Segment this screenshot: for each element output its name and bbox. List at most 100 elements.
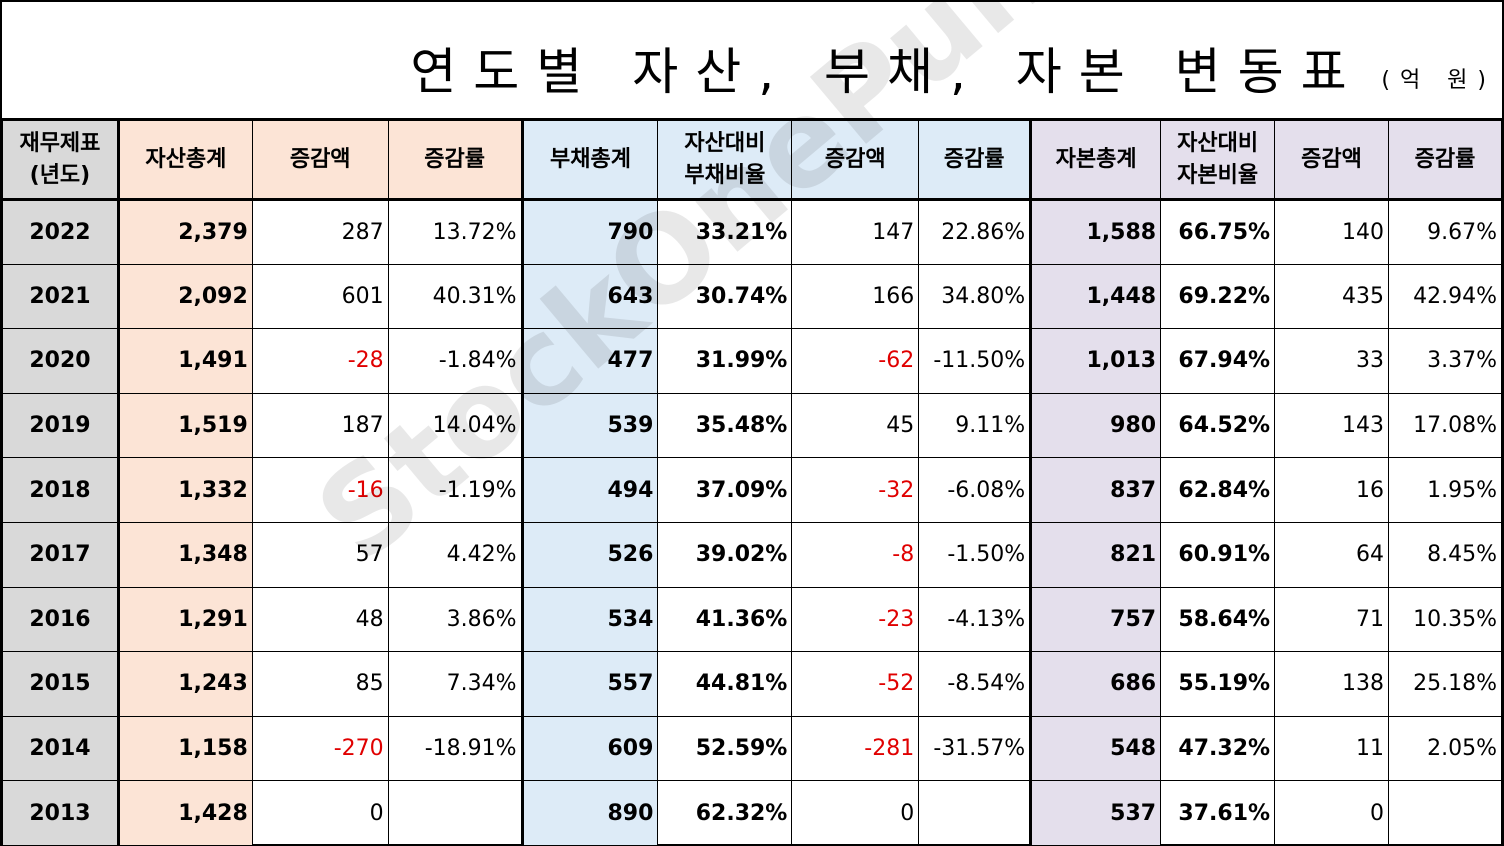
cell-asset-rate: 3.86% — [387, 586, 524, 653]
cell-year: 2018 — [2, 457, 120, 523]
cell-asset-change: 187 — [251, 392, 389, 459]
header-assets: 자산총계 — [117, 120, 253, 201]
cell-liabilities: 557 — [521, 651, 659, 717]
cell-equity-rate — [1387, 780, 1503, 846]
cell-equity-ratio: 55.19% — [1160, 651, 1276, 717]
cell-equity-ratio: 66.75% — [1160, 199, 1276, 265]
cell-liab-ratio: 62.32% — [657, 780, 793, 846]
cell-equity: 686 — [1030, 651, 1162, 717]
cell-equity-change: 0 — [1274, 780, 1389, 846]
cell-equity-rate: 3.37% — [1387, 328, 1503, 394]
cell-equity-ratio: 60.91% — [1160, 521, 1276, 588]
cell-liab-change: -32 — [791, 457, 920, 523]
cell-liab-change: -23 — [791, 586, 920, 653]
header-liab-rate: 증감률 — [918, 120, 1033, 201]
cell-liab-change: 166 — [791, 263, 920, 330]
cell-asset-change: 57 — [251, 521, 389, 588]
cell-year: 2014 — [2, 715, 120, 782]
cell-liabilities: 477 — [521, 328, 659, 394]
cell-asset-rate: -1.19% — [387, 457, 524, 523]
cell-equity-ratio: 58.64% — [1160, 586, 1276, 653]
cell-equity: 821 — [1030, 521, 1162, 588]
cell-asset-rate: 4.42% — [387, 521, 524, 588]
cell-equity-rate: 17.08% — [1387, 392, 1503, 459]
cell-equity-ratio: 37.61% — [1160, 780, 1276, 846]
cell-liab-ratio: 52.59% — [657, 715, 793, 782]
header-asset-change: 증감액 — [251, 120, 389, 201]
cell-equity-ratio: 47.32% — [1160, 715, 1276, 782]
cell-equity: 537 — [1030, 780, 1162, 846]
cell-liab-rate: -8.54% — [918, 651, 1033, 717]
cell-liab-change: 147 — [791, 199, 920, 265]
table-body: 2022 2,379 287 13.72% 790 33.21% 147 22.86% 1,58… — [2, 199, 1503, 846]
cell-liab-rate: -4.13% — [918, 586, 1033, 653]
cell-assets: 1,428 — [117, 780, 253, 846]
cell-equity-change: 11 — [1274, 715, 1389, 782]
balance-table: 재무제표 (년도) 자산총계 증감액 증감률 부채총계 자산대비 부채비율 증감… — [2, 120, 1503, 846]
header-liabilities: 부채총계 — [521, 120, 659, 201]
cell-equity-ratio: 69.22% — [1160, 263, 1276, 330]
cell-assets: 1,519 — [117, 392, 253, 459]
cell-equity: 548 — [1030, 715, 1162, 782]
cell-liab-rate: -11.50% — [918, 328, 1033, 394]
cell-equity-change: 64 — [1274, 521, 1389, 588]
header-equity-ratio: 자산대비 자본비율 — [1160, 120, 1276, 201]
cell-equity-rate: 9.67% — [1387, 199, 1503, 265]
cell-equity-rate: 2.05% — [1387, 715, 1503, 782]
cell-asset-rate — [387, 780, 524, 846]
cell-equity-rate: 10.35% — [1387, 586, 1503, 653]
cell-equity-rate: 25.18% — [1387, 651, 1503, 717]
table-row: 2022 2,379 287 13.72% 790 33.21% 147 22.86% 1,58… — [2, 199, 1503, 265]
cell-liab-ratio: 37.09% — [657, 457, 793, 523]
cell-liabilities: 643 — [521, 263, 659, 330]
cell-equity-change: 140 — [1274, 199, 1389, 265]
table-row: 2014 1,158 -270 -18.91% 609 52.59% -281 -31.57%… — [2, 715, 1503, 782]
cell-asset-rate: 40.31% — [387, 263, 524, 330]
cell-liab-ratio: 31.99% — [657, 328, 793, 394]
cell-asset-rate: 7.34% — [387, 651, 524, 717]
cell-liab-change: 0 — [791, 780, 920, 846]
cell-equity-rate: 8.45% — [1387, 521, 1503, 588]
cell-asset-change: -28 — [251, 328, 389, 394]
cell-year: 2021 — [2, 263, 120, 330]
cell-liab-rate: 34.80% — [918, 263, 1033, 330]
cell-liab-rate: -6.08% — [918, 457, 1033, 523]
cell-equity: 757 — [1030, 586, 1162, 653]
cell-asset-change: 601 — [251, 263, 389, 330]
cell-asset-change: 287 — [251, 199, 389, 265]
title-bar: 연도별 자산, 부채, 자본 변동표 (억 원) — [2, 2, 1502, 120]
cell-equity: 1,448 — [1030, 263, 1162, 330]
cell-asset-change: 0 — [251, 780, 389, 846]
header-equity-change: 증감액 — [1274, 120, 1389, 201]
cell-equity-rate: 42.94% — [1387, 263, 1503, 330]
cell-asset-rate: 13.72% — [387, 199, 524, 265]
header-liab-change: 증감액 — [791, 120, 920, 201]
unit-label: (억 원) — [1381, 68, 1496, 93]
cell-year: 2015 — [2, 651, 120, 717]
cell-asset-rate: -1.84% — [387, 328, 524, 394]
cell-year: 2017 — [2, 521, 120, 588]
cell-liab-ratio: 44.81% — [657, 651, 793, 717]
cell-liab-rate: -1.50% — [918, 521, 1033, 588]
cell-asset-rate: 14.04% — [387, 392, 524, 459]
cell-asset-change: 85 — [251, 651, 389, 717]
header-equity-rate: 증감률 — [1387, 120, 1503, 201]
header-equity: 자본총계 — [1030, 120, 1162, 201]
table-row: 2013 1,428 0 890 62.32% 0 537 37.61% 0 — [2, 780, 1503, 846]
table-row: 2019 1,519 187 14.04% 539 35.48% 45 9.11% 980 64.… — [2, 392, 1503, 459]
cell-equity: 1,013 — [1030, 328, 1162, 394]
cell-equity-ratio: 64.52% — [1160, 392, 1276, 459]
cell-liab-change: -8 — [791, 521, 920, 588]
cell-liabilities: 790 — [521, 199, 659, 265]
cell-liab-ratio: 35.48% — [657, 392, 793, 459]
cell-liab-change: -62 — [791, 328, 920, 394]
table-row: 2018 1,332 -16 -1.19% 494 37.09% -32 -6.08% 837 6… — [2, 457, 1503, 523]
cell-assets: 1,348 — [117, 521, 253, 588]
table-title: 연도별 자산, 부채, 자본 변동표 — [410, 43, 1364, 101]
cell-asset-rate: -18.91% — [387, 715, 524, 782]
cell-liab-rate: -31.57% — [918, 715, 1033, 782]
table-row: 2016 1,291 48 3.86% 534 41.36% -23 -4.13% 757 58.… — [2, 586, 1503, 653]
cell-equity-rate: 1.95% — [1387, 457, 1503, 523]
cell-equity: 980 — [1030, 392, 1162, 459]
